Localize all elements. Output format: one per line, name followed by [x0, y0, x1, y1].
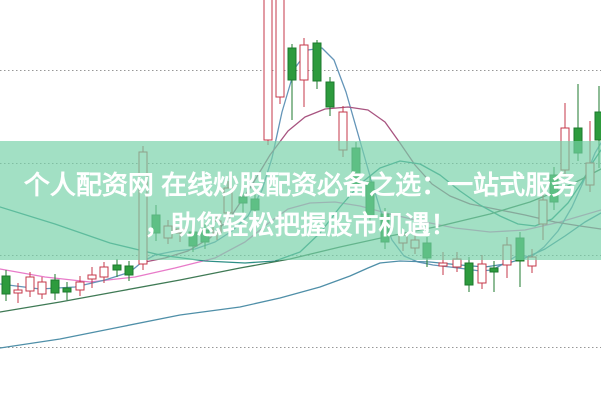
candle-up [299, 44, 309, 81]
candle-down [464, 262, 474, 286]
candle-up [75, 281, 85, 291]
candle-up [37, 281, 47, 295]
banner-text-line1: 个人配资网 在线炒股配资必备之选：一站式服务 [23, 170, 578, 200]
candle-down [325, 81, 335, 108]
candle-down [489, 267, 499, 273]
candle-up [275, 0, 285, 98]
candle-up [263, 0, 273, 141]
candle-up [99, 266, 109, 278]
candle-up [477, 263, 487, 284]
candle-down [287, 47, 297, 81]
candle-down [1, 275, 11, 295]
candle-up [438, 262, 448, 267]
candle-up [87, 274, 97, 280]
candle-down [312, 42, 322, 82]
candle-up [13, 289, 23, 294]
candle-down [112, 264, 122, 271]
promo-banner: 个人配资网 在线炒股配资必备之选：一站式服务 ，助您轻松把握股市机遇！ [0, 141, 601, 260]
banner-text-line2: ，助您轻松把握股市机遇！ [144, 210, 457, 240]
candle-down [62, 287, 72, 293]
candle-up [25, 276, 35, 292]
candle-down [50, 279, 60, 294]
candle-down [124, 265, 134, 276]
candle-down [594, 111, 601, 141]
candle-up [452, 258, 462, 268]
